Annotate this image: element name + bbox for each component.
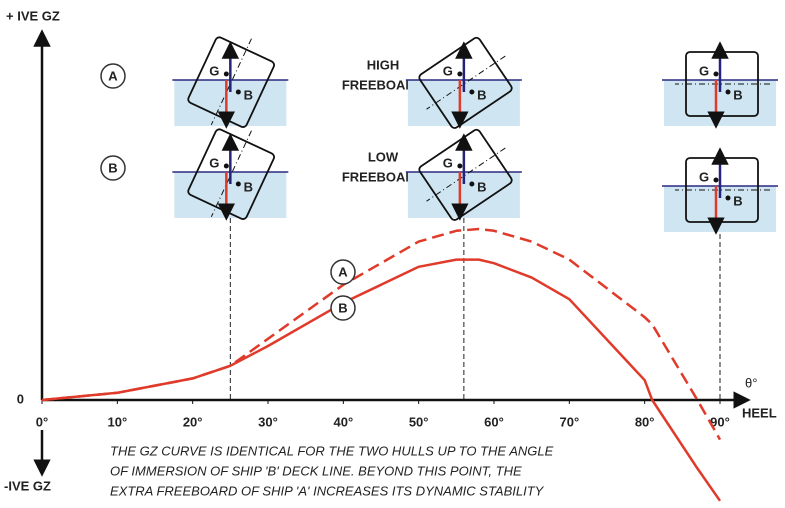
ship-icon: GB [662,156,778,232]
centre-label: B [244,179,253,194]
caption: OF IMMERSION OF SHIP 'B' DECK LINE. BEYO… [110,463,522,478]
centre-dot [236,182,241,187]
centre-dot [236,90,241,95]
chart: + IVE GZ -IVE GZ θ° HEEL THE GZ CURVE IS… [0,0,785,508]
ship-icon: GB [172,117,288,230]
x-tick-label: 10° [107,414,127,429]
centre-dot [224,164,229,169]
centre-label: B [244,87,253,102]
centre-dot [469,90,474,95]
centre-label: B [733,87,742,102]
centre-dot [726,90,731,95]
ship-icon: GB [662,50,778,126]
y-label-bottom: -IVE GZ [4,478,51,493]
caption: THE GZ CURVE IS IDENTICAL FOR THE TWO HU… [110,443,554,458]
centre-dot [714,178,719,183]
centre-dot [726,196,731,201]
x-tick-label: 0° [36,414,48,429]
x-tick-label: 40° [333,414,353,429]
centre-dot [714,72,719,77]
x-tick-label: 80° [635,414,655,429]
y-tick-label: 0 [17,391,24,406]
x-tick-label: 20° [183,414,203,429]
centre-label: G [209,155,219,170]
x-label: HEEL [742,405,777,420]
centre-dot [224,72,229,77]
ship-icon: GB [172,25,288,138]
centre-dot [457,164,462,169]
row-label: B [108,160,117,175]
x-tick-label: 30° [258,414,278,429]
centre-dot [469,182,474,187]
gz-curve [42,229,720,440]
x-tick-label: 70° [559,414,579,429]
centre-label: G [443,155,453,170]
caption: EXTRA FREEBOARD OF SHIP 'A' INCREASES IT… [110,483,545,498]
centre-dot [457,72,462,77]
centre-label: B [477,179,486,194]
centre-label: G [209,63,219,78]
centre-label: B [733,193,742,208]
legend-label: B [338,300,347,315]
x-tick-label: 50° [409,414,429,429]
y-label-top: + IVE GZ [6,8,60,23]
row-label: A [108,68,118,83]
centre-label: G [443,63,453,78]
centre-label: B [477,87,486,102]
centre-label: G [699,63,709,78]
row-text: HIGH [367,57,400,72]
centre-label: G [699,169,709,184]
legend-label: A [338,264,348,279]
ship-icon: GB [406,30,523,136]
row-text: LOW [368,149,399,164]
x-symbol: θ° [745,375,757,390]
ship-icon: GB [406,122,523,228]
x-tick-label: 60° [484,414,504,429]
